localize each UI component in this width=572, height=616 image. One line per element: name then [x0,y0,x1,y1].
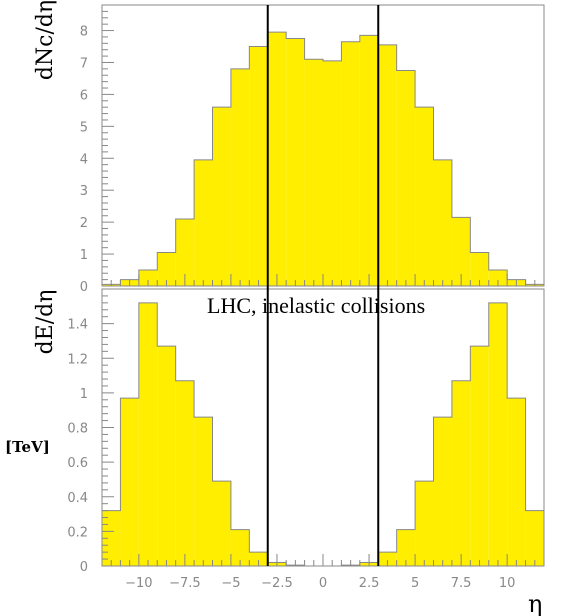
bottom-bar [433,417,452,566]
top-bar [433,159,452,286]
top-bar [415,107,434,286]
bottom-y-tick-label: 1.2 [67,352,88,367]
bottom-bar [507,398,526,566]
bottom-bar [230,529,250,566]
top-bar [359,35,379,286]
bottom-bar [138,302,158,566]
top-y-tick-label: 7 [80,56,88,71]
bottom-panel: 0 0.2 0.4 0.6 0.8 1 1.2 1.4 −10 −7.5 −5 −2.5 0 2.5 5 7.… [5,288,545,616]
top-y-tick-label: 0 [80,280,88,295]
top-bars [101,31,545,287]
bottom-bar [525,510,544,566]
top-bar [286,38,305,286]
top-y-tick-label: 4 [80,152,88,167]
bottom-bar [378,552,397,566]
bottom-y-tick-label: 0.4 [67,491,88,506]
x-tick-label: −5 [221,576,240,591]
bottom-y-tick-label: 0.8 [67,422,88,437]
annotation-text: LHC, inelastic collisions [207,293,425,318]
bottom-bar [157,346,176,566]
top-bar [304,59,323,287]
bottom-bar [488,302,508,566]
bottom-y-tick-label: 0 [80,560,88,575]
x-tick-label: −7.5 [169,576,201,591]
bottom-bar [249,552,268,566]
top-bar [175,218,195,286]
bottom-ylabel: dE/dη [33,290,58,355]
x-tick-label: 2.5 [359,576,380,591]
top-bar [212,107,231,286]
top-bar [341,41,360,287]
bottom-y-tick-label: 1 [80,387,88,402]
top-bar [249,46,268,286]
top-axes: 0 1 2 3 4 5 6 7 8 [80,4,545,295]
x-tick-label: 10 [499,576,516,591]
bottom-y-tick-label: 1.4 [67,318,88,333]
x-tick-label: −10 [125,576,152,591]
x-tick-label: 7.5 [451,576,472,591]
top-histogram-outline [101,31,545,286]
top-panel: 0 1 2 3 4 5 6 7 8 dNc/dη [33,0,545,295]
x-tick-label: 5 [411,576,419,591]
top-bar [323,60,342,287]
top-bar [488,270,508,286]
bottom-bar [451,380,471,566]
top-bar [378,44,397,287]
bottom-bar [470,346,489,566]
top-bar [230,68,250,286]
top-y-tick-label: 3 [80,184,88,199]
x-tick-label: −2.5 [261,576,293,591]
bottom-y-tick-label: 0.2 [67,525,88,540]
x-tick-label: 0 [319,576,327,591]
top-y-tick-label: 6 [80,88,88,103]
bottom-y-tick-label: 0.6 [67,456,88,471]
top-bar [267,32,287,286]
top-bar [138,270,158,286]
bottom-bar [175,380,195,566]
top-bar [396,70,416,286]
top-bar [194,159,213,286]
top-y-tick-label: 2 [80,216,88,231]
bottom-bar [194,417,213,566]
bottom-axes: 0 0.2 0.4 0.6 0.8 1 1.2 1.4 −10 −7.5 −5 −2.5 0 2.5 5 7.… [67,288,545,591]
x-axis-label: η [528,590,542,616]
top-ylabel: dNc/dη [33,0,58,80]
top-y-tick-label: 8 [80,25,88,40]
top-bar [157,252,176,286]
bottom-unit-label: [TeV] [5,438,50,456]
top-y-tick-label: 5 [80,120,88,135]
top-bar [451,217,471,286]
top-y-tick-label: 1 [80,248,88,263]
bottom-bars [101,302,545,567]
bottom-bar [212,481,231,566]
bottom-bar [120,398,139,566]
top-bar [470,252,489,286]
bottom-bar [396,529,416,566]
vertical-lines [266,5,380,566]
bottom-bar [415,481,434,566]
